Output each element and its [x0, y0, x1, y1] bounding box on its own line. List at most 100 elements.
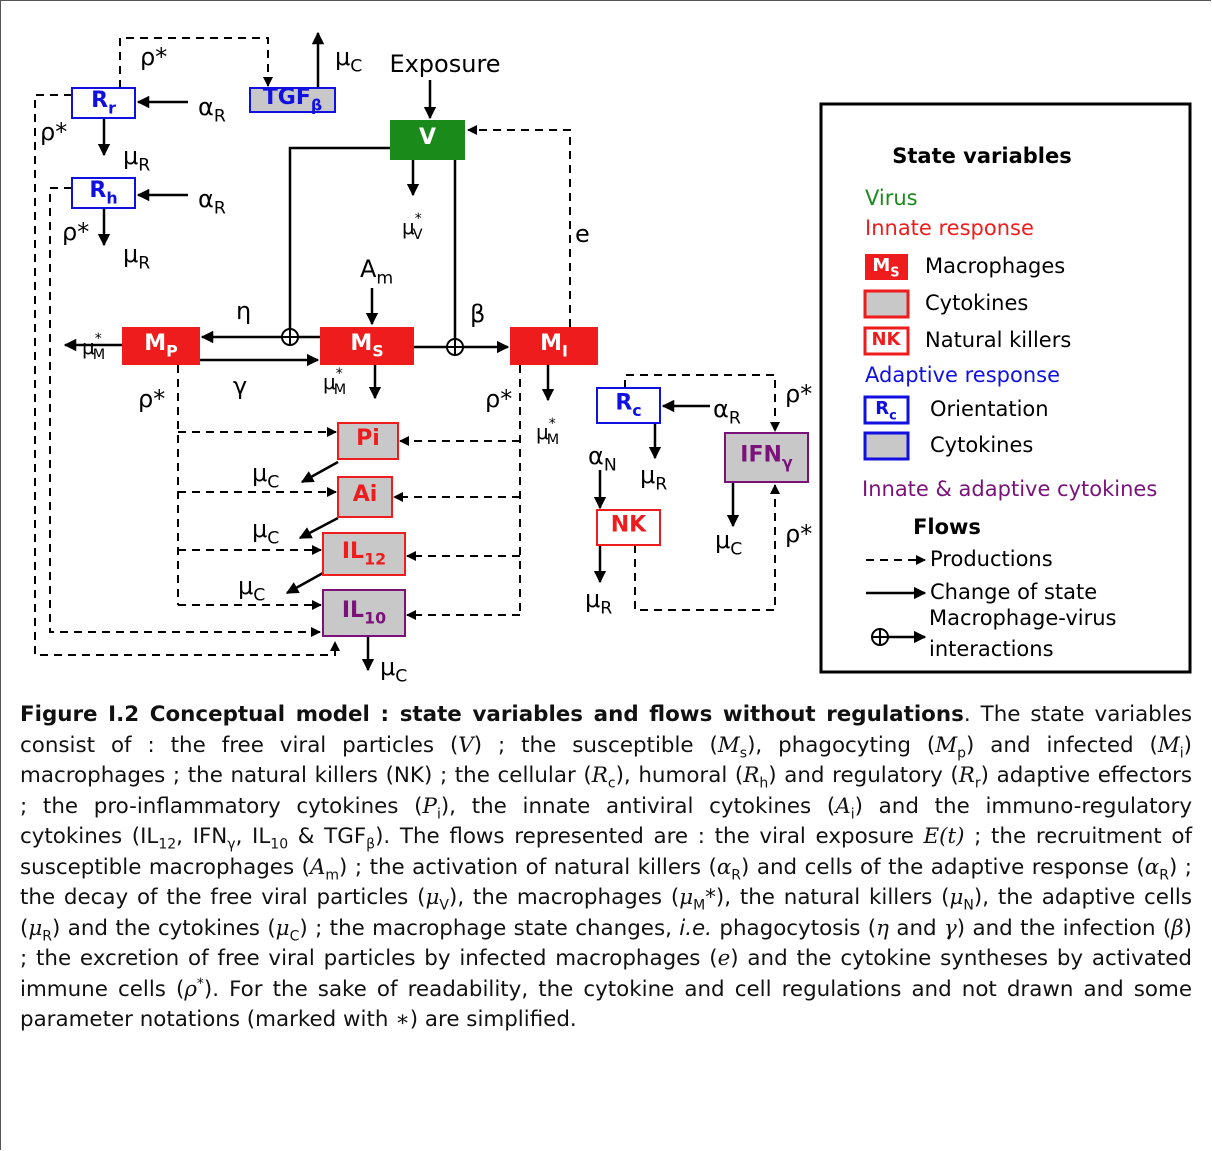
- flow-label-text: ρ*: [785, 380, 812, 408]
- flow-label: Exposure: [389, 50, 500, 78]
- flow-label: ρ*: [40, 118, 67, 146]
- flow-label-sub: R: [138, 253, 150, 273]
- caption-text: h: [759, 775, 769, 792]
- caption-text: ) ; the decay of the free viral particle…: [20, 854, 1192, 911]
- node-label: Rc: [615, 391, 641, 420]
- flow-label-text: β: [470, 300, 485, 328]
- caption-text: ρ: [184, 976, 197, 1002]
- legend-flow: Change of state: [930, 580, 1097, 604]
- caption-text: ) and infected (: [966, 732, 1158, 758]
- node-label: IFNγ: [740, 443, 793, 472]
- flow-label-sub: R: [214, 106, 226, 126]
- swatch-label: MS: [872, 255, 899, 280]
- node-label-text: R: [615, 391, 632, 416]
- flow-label-sub: C: [395, 666, 407, 686]
- flow-label: μR: [585, 585, 612, 618]
- node-label-text: V: [419, 125, 436, 150]
- flow-label: ρ*: [140, 43, 167, 71]
- flow-label-text: μ: [252, 515, 267, 543]
- flow-label: ρ*: [138, 385, 165, 413]
- caption-text: m: [325, 866, 340, 883]
- node-label-text: M: [350, 331, 372, 356]
- flow-label-sub: C: [253, 585, 265, 605]
- node-label-text: R: [91, 88, 108, 113]
- flow-label-sup: *: [336, 366, 343, 382]
- legend-item: Orientation: [930, 397, 1049, 421]
- flow-label-text: μ: [585, 585, 600, 613]
- node-label: V: [419, 125, 436, 150]
- caption-text: ) and the cytokine syntheses by activate…: [20, 946, 1192, 1002]
- flow-label-sub: C: [350, 56, 362, 76]
- node-box: [322, 532, 406, 576]
- caption-text: R: [731, 866, 742, 883]
- caption-text: μ: [275, 915, 290, 941]
- node-label-sub: 10: [364, 608, 386, 627]
- node-label: IL10: [342, 598, 386, 627]
- caption-text: phagocytosis (: [711, 915, 877, 941]
- legend-flow: Productions: [930, 547, 1053, 571]
- legend-item: Natural killers: [925, 328, 1071, 352]
- caption-text: N: [963, 897, 974, 914]
- caption-text: ). For the sake of readability, the cyto…: [20, 976, 1193, 1033]
- caption-text: ) ; the macrophage state changes,: [299, 915, 680, 941]
- caption-text: γ: [943, 915, 957, 941]
- flow-label: αR: [198, 185, 226, 218]
- flow-label-text: ρ*: [62, 218, 89, 246]
- caption-text: α: [1144, 854, 1160, 880]
- caption-text: ), the innate antiviral cytokines (: [440, 793, 836, 819]
- legend-swatch: [863, 395, 910, 425]
- caption-text: ) adaptive effectors ; the pro-inflammat…: [20, 763, 1193, 819]
- caption-text: c: [607, 775, 616, 792]
- flow-label-sub: C: [267, 528, 279, 548]
- flow-label: μR: [640, 461, 667, 494]
- flow-label-text: α: [713, 395, 729, 423]
- node-label: NK: [611, 513, 647, 538]
- caption-text: μ: [425, 885, 440, 910]
- caption-text: ) are simplified.: [409, 1007, 577, 1032]
- flow-label: ρ*: [785, 520, 812, 548]
- flow-label-text: μ: [380, 653, 395, 681]
- caption-text: ) ; the susceptible (: [473, 732, 718, 758]
- flow-label-text: ρ*: [140, 43, 167, 71]
- node-label-text: Ai: [353, 482, 378, 507]
- caption-text: M: [693, 897, 706, 914]
- node-box: [71, 177, 136, 209]
- flow-label-sub: N: [604, 455, 617, 475]
- flow-label: μC: [335, 43, 362, 76]
- caption-text: s: [739, 744, 748, 761]
- node-label-sub: S: [372, 341, 383, 360]
- caption-text: ; the recruitment of susceptible macroph…: [20, 824, 1192, 880]
- node-label-text: R: [89, 178, 106, 203]
- flow-label: ρ*: [62, 218, 89, 246]
- flow-label-text: ρ*: [40, 118, 67, 146]
- swatch-label: NK: [871, 329, 901, 350]
- caption-text: . The state variables consist of : the f…: [20, 702, 1192, 758]
- caption-text: 12: [158, 836, 177, 853]
- flow-label-text: μ: [238, 572, 253, 600]
- caption-text: , IFN: [176, 824, 228, 849]
- caption-text: i: [1179, 744, 1184, 761]
- caption-text: ) ; the excretion of free viral particle…: [20, 915, 1193, 972]
- flow-label: μC: [252, 459, 279, 492]
- caption-text: ), phagocyting (: [747, 732, 936, 758]
- caption-text: ) macrophages ; the natural killers (NK)…: [20, 732, 1192, 789]
- caption-text: β: [1171, 915, 1184, 941]
- flow-label-text: μ: [335, 43, 350, 71]
- caption-text: η: [876, 915, 889, 941]
- node-label-text: NK: [611, 513, 647, 538]
- swatch-label: Rc: [875, 398, 897, 423]
- flow-label-text: A: [360, 255, 377, 283]
- caption-text: E(t): [923, 824, 965, 849]
- flow-label: Am: [360, 255, 393, 288]
- node-box: [320, 327, 414, 365]
- flow-label-text: ρ*: [485, 385, 512, 413]
- flow-label-text: ρ*: [785, 520, 812, 548]
- node-box: [249, 87, 336, 113]
- node-label-sub: r: [108, 98, 116, 117]
- caption-text: μ: [679, 885, 694, 910]
- node-label: MS: [350, 331, 383, 360]
- node-label-sub: h: [106, 188, 117, 207]
- node-label-text: IL: [342, 598, 364, 623]
- caption-text: ). The flows represented are : the viral…: [375, 824, 924, 849]
